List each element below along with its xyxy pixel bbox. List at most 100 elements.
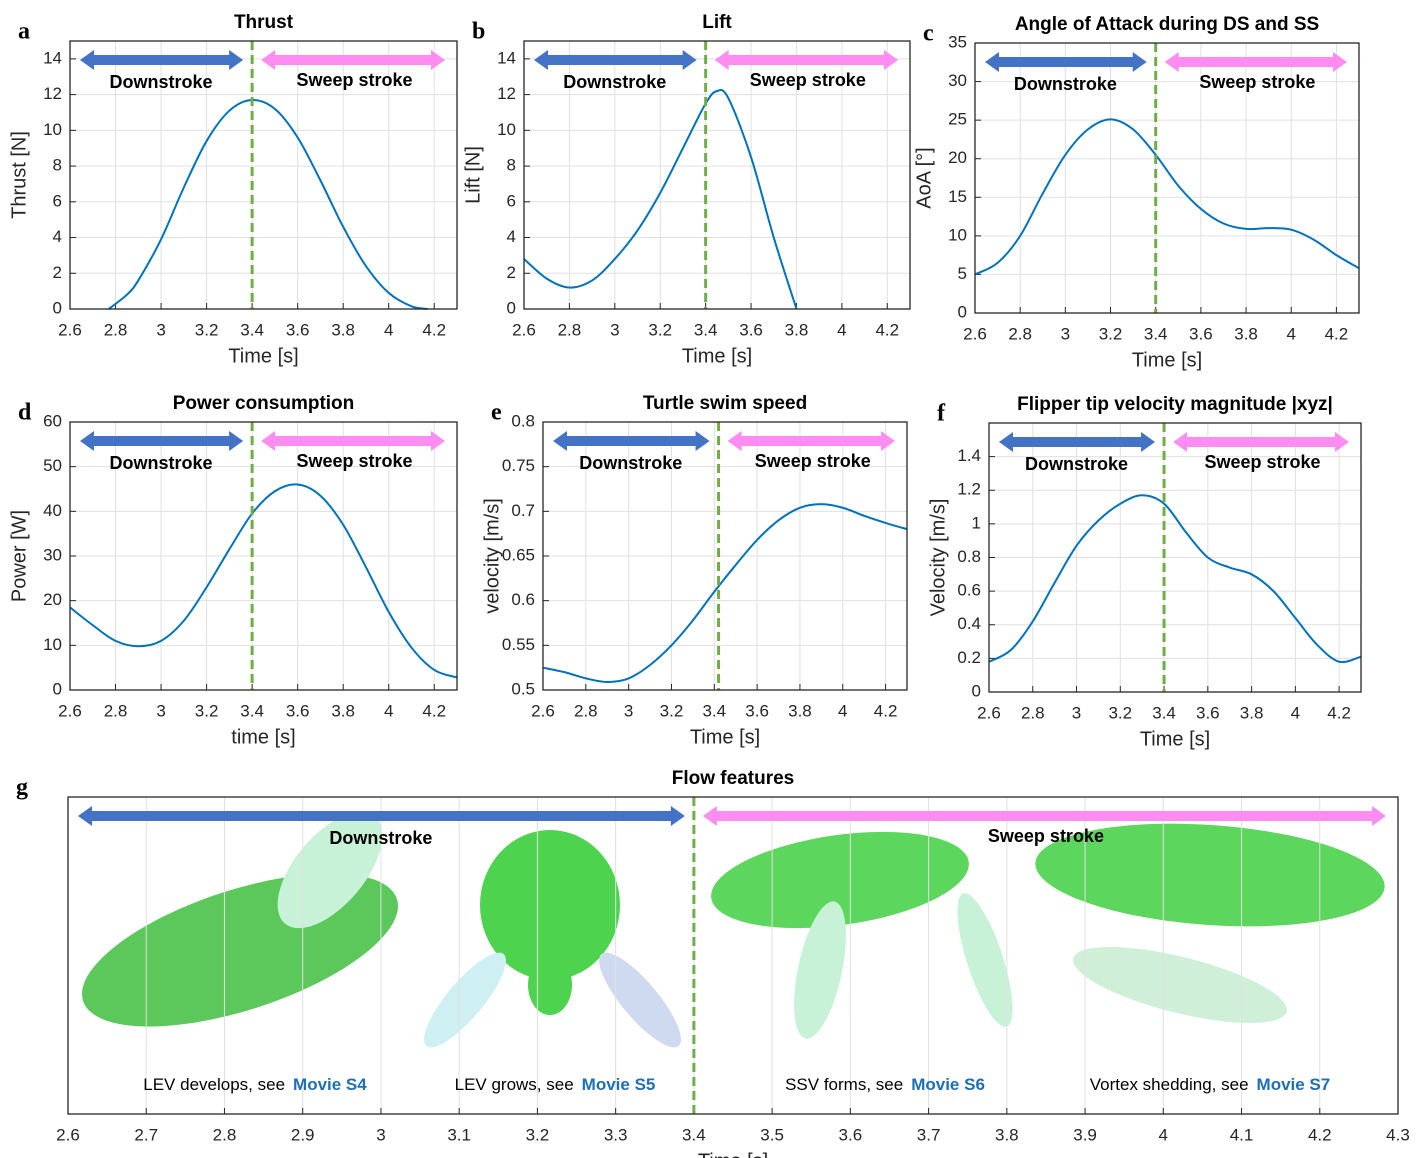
y-tick-label: 6 [507,191,516,210]
y-tick-label: 10 [43,120,62,139]
turtle-flipper [413,942,518,1057]
turtle-head [528,955,572,1015]
annotation: Sweep stroke [1204,452,1320,472]
y-tick-label: 0 [958,302,967,321]
x-tick-label: 3 [1061,324,1070,343]
data-line [70,484,457,677]
y-axis-label: Lift [N] [462,146,484,204]
x-tick-label: 4 [1159,1125,1168,1144]
y-tick-label: 8 [53,156,62,175]
y-tick-label: 0.6 [957,581,981,600]
y-tick-label: 0.8 [511,411,535,430]
x-tick-label: 3 [156,701,165,720]
sweep-stroke-arrow [715,50,898,70]
x-tick-label: 3.4 [1152,703,1176,722]
y-tick-label: 35 [948,32,967,51]
x-tick-label: 3.3 [604,1125,628,1144]
annotation: Sweep stroke [297,70,413,90]
movie-link: Movie S6 [911,1075,985,1094]
movie-link: Movie S5 [582,1075,656,1094]
x-tick-label: 4.2 [422,320,446,339]
annotation: Downstroke [110,72,213,92]
y-axis-label: velocity [m/s] [481,498,503,614]
x-tick-label: 4.1 [1230,1125,1254,1144]
y-tick-label: 0.5 [511,679,535,698]
y-tick-label: 14 [43,48,62,67]
y-tick-label: 1.4 [957,446,981,465]
x-tick-label: 2.6 [531,701,555,720]
x-tick-label: 2.6 [58,701,82,720]
y-tick-label: 12 [43,84,62,103]
panel-letter: b [472,19,485,45]
chart-title: Power consumption [173,393,355,414]
x-tick-label: 2.8 [574,701,598,720]
y-tick-label: 20 [948,148,967,167]
movie-link: Movie S4 [293,1075,367,1094]
y-tick-label: 1 [972,513,981,532]
x-tick-label: 3.6 [839,1125,863,1144]
x-tick-label: 2.6 [963,324,987,343]
x-tick-label: 3.4 [240,701,264,720]
y-tick-label: 12 [497,84,516,103]
y-tick-label: 30 [948,71,967,90]
x-axis-label: Time [s] [698,1150,768,1158]
y-tick-label: 10 [948,225,967,244]
x-tick-label: 3 [610,320,619,339]
x-tick-label: 3.4 [1144,324,1168,343]
data-line [543,504,907,682]
x-tick-label: 3.2 [1099,324,1123,343]
x-tick-label: 3.6 [739,320,763,339]
x-tick-label: 3.2 [526,1125,550,1144]
panel-letter: d [18,400,32,426]
sweep-stroke-arrow [728,431,895,451]
panel-letter: c [923,21,934,47]
x-tick-label: 4 [1287,324,1296,343]
y-tick-label: 0.4 [957,614,981,633]
x-axis-label: time [s] [231,726,295,748]
x-tick-label: 3.4 [694,320,718,339]
downstroke-arrow [553,431,710,451]
x-tick-label: 3 [1072,703,1081,722]
y-tick-label: 30 [43,545,62,564]
y-axis-label: AoA [°] [913,147,935,208]
annotation: Downstroke [1025,454,1128,474]
y-tick-label: 5 [958,264,967,283]
y-tick-label: 2 [53,263,62,282]
y-tick-label: 10 [43,635,62,654]
annotation: Sweep stroke [297,451,413,471]
y-tick-label: 4 [53,227,62,246]
x-tick-label: 4.2 [875,320,899,339]
x-tick-label: 3.4 [702,701,726,720]
y-tick-label: 0.65 [502,545,535,564]
x-tick-label: 3.8 [1234,324,1258,343]
x-axis-label: Time [s] [228,345,298,367]
sweep-stroke-arrow [261,431,445,451]
x-tick-label: 3.8 [788,701,812,720]
y-tick-label: 15 [948,187,967,206]
x-tick-label: 3.9 [1073,1125,1097,1144]
y-tick-label: 1.2 [957,480,981,499]
x-tick-label: 3.2 [660,701,684,720]
x-tick-label: 4.2 [874,701,898,720]
annotation: Downstroke [110,453,213,473]
annotation: Sweep stroke [755,451,871,471]
panel-letter: f [937,401,946,427]
y-tick-label: 20 [43,590,62,609]
x-tick-label: 3.6 [745,701,769,720]
y-tick-label: 0.55 [502,635,535,654]
y-tick-label: 0 [53,679,62,698]
x-tick-label: 4.2 [1325,324,1349,343]
caption-text: Vortex shedding, see [1090,1075,1249,1094]
y-tick-label: 6 [53,191,62,210]
x-tick-label: 3.6 [286,320,310,339]
x-tick-label: 3.6 [286,701,310,720]
annotation: Sweep stroke [750,70,866,90]
chart-title: Turtle swim speed [643,393,807,414]
annotation: Sweep stroke [988,826,1104,846]
x-tick-label: 3.2 [1108,703,1132,722]
turtle-flipper [946,888,1024,1032]
x-tick-label: 3.8 [995,1125,1019,1144]
